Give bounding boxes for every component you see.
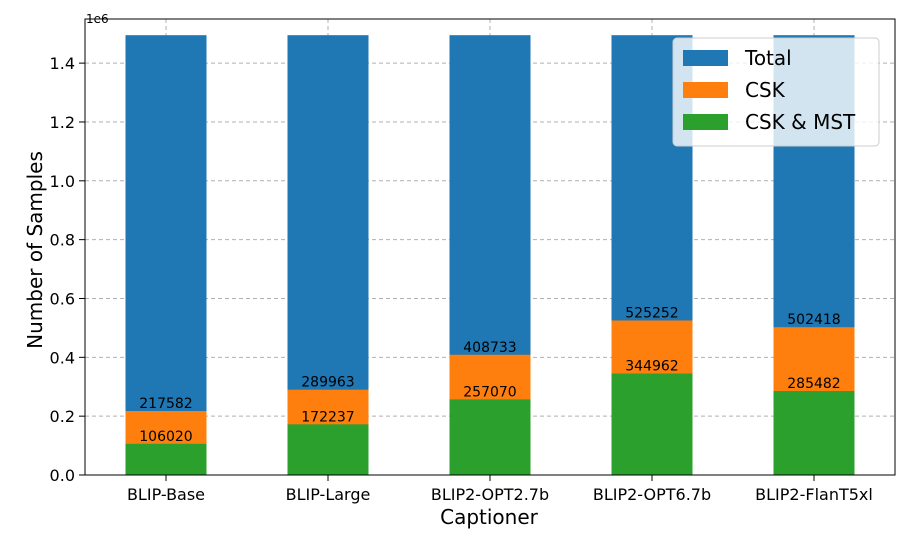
data-label-csk-mst: 285482 (787, 376, 840, 392)
legend-label: CSK (745, 78, 786, 102)
data-label-csk-mst: 172237 (301, 409, 354, 425)
legend-swatch (683, 50, 728, 66)
x-tick-label: BLIP-Base (127, 485, 205, 504)
axis-layer: 0.0 0.2 0.4 0.6 0.8 1.0 1.2 1.4 BLIP-Base BLIP-La… (50, 54, 873, 504)
y-tick-label: 1.0 (50, 172, 75, 191)
data-label-csk-mst: 344962 (625, 359, 678, 375)
data-label-csk-mst: 106020 (139, 429, 192, 445)
y-tick-label: 0.2 (50, 407, 75, 426)
bar-csk-mst (773, 391, 855, 475)
y-tick-label: 1.2 (50, 113, 75, 132)
legend-label: Total (744, 46, 792, 70)
data-label-csk: 408733 (463, 340, 516, 356)
x-tick-label: BLIP-Large (286, 485, 371, 504)
legend-swatch (683, 114, 728, 130)
legend: Total CSK CSK & MST (672, 37, 880, 147)
y-axis-label: Number of Samples (23, 151, 47, 349)
data-label-csk: 502418 (787, 312, 840, 328)
data-label-csk: 289963 (301, 375, 354, 391)
data-label-csk: 217582 (139, 396, 192, 412)
y-tick-label: 0.4 (50, 348, 75, 367)
y-axis-offset-label: 1e6 (86, 12, 109, 26)
data-labels-layer: 217582 289963 408733 525252 502418 106020 1722… (139, 305, 840, 444)
bar-csk-mst (287, 424, 369, 475)
data-label-csk-mst: 257070 (463, 384, 516, 400)
bar-csk-mst (125, 443, 207, 475)
legend-swatch (683, 82, 728, 98)
y-tick-label: 0.6 (50, 289, 75, 308)
y-tick-label: 0.8 (50, 231, 75, 250)
data-label-csk: 525252 (625, 305, 678, 321)
bar-total (125, 35, 207, 476)
legend-label: CSK & MST (745, 110, 856, 134)
bar-csk-mst (449, 399, 531, 475)
bar-csk-mst (611, 373, 693, 475)
y-tick-label: 1.4 (50, 54, 75, 73)
y-tick-label: 0.0 (50, 466, 75, 485)
x-tick-label: BLIP2-OPT6.7b (593, 485, 711, 504)
x-axis-label: Captioner (440, 505, 539, 529)
x-tick-label: BLIP2-FlanT5xl (755, 485, 873, 504)
x-tick-label: BLIP2-OPT2.7b (431, 485, 549, 504)
